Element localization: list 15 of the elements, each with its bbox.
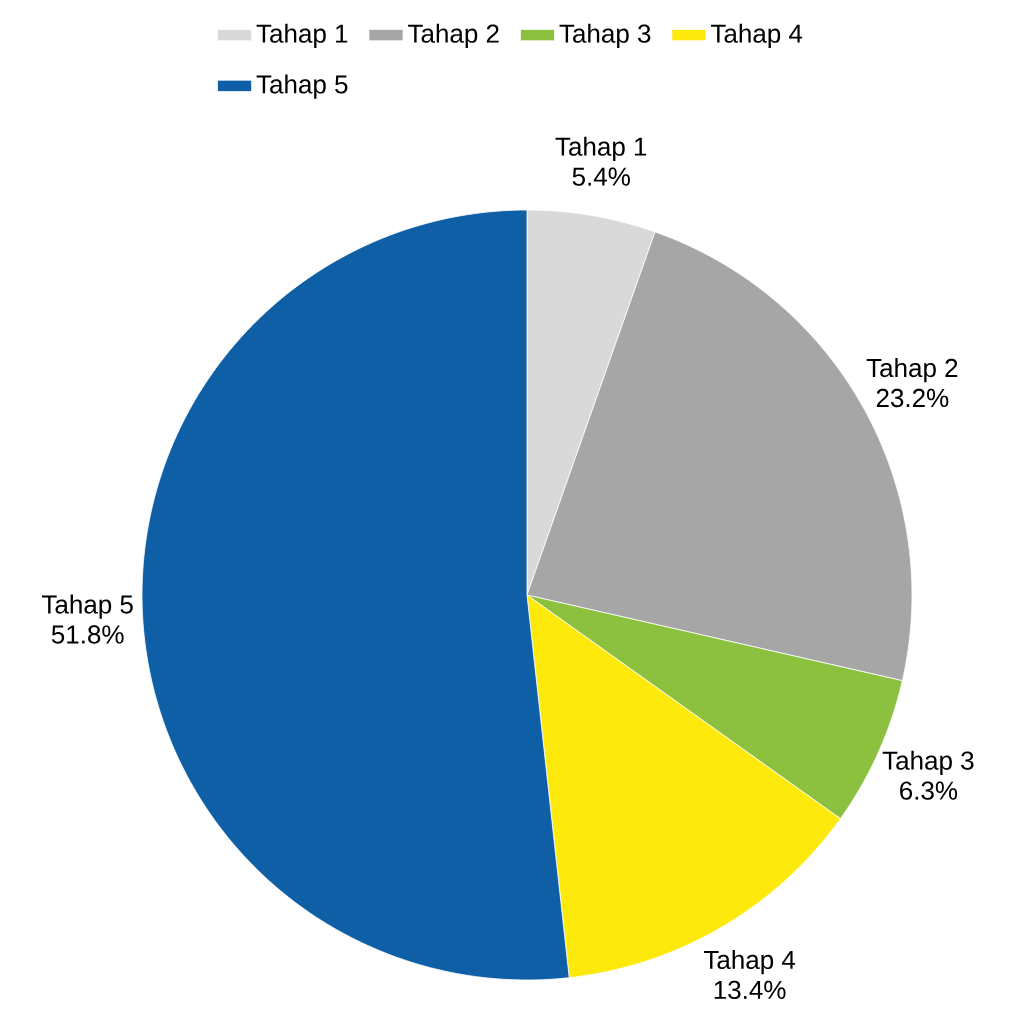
slice-label: Tahap 5 <box>42 594 133 619</box>
data-label: 13.4% <box>714 980 786 1000</box>
slice-label: Tahap 3 <box>882 750 974 775</box>
data-label: 6.3% <box>900 781 958 800</box>
legend-label: Tahap 1 <box>256 23 348 48</box>
data-label: 23.2% <box>876 388 949 408</box>
legend-label: Tahap 2 <box>408 23 499 48</box>
legend-label: Tahap 5 <box>256 74 348 99</box>
slice-label: Tahap 2 <box>866 358 958 383</box>
legend-label: Tahap 3 <box>559 23 651 48</box>
data-label: 5.4% <box>572 167 630 186</box>
data-label: 51.8% <box>51 625 124 644</box>
slice-label: Tahap 1 <box>555 136 647 161</box>
legend-label: Tahap 4 <box>711 23 803 48</box>
slice-label: Tahap 4 <box>703 949 796 975</box>
